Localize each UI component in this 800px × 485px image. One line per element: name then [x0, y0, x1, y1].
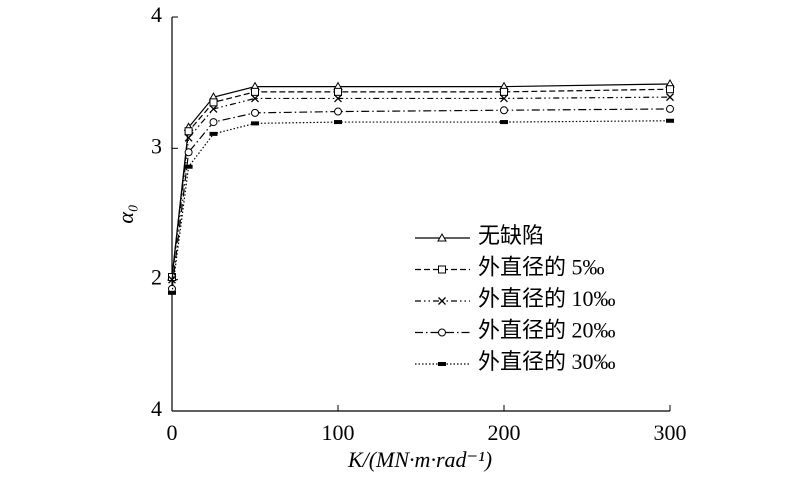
legend-marker: [438, 297, 446, 305]
legend-label: 无缺陷: [478, 223, 544, 248]
marker: [334, 94, 342, 103]
series-line: [171, 88, 671, 278]
marker: [209, 98, 218, 107]
marker: [251, 94, 259, 103]
marker: [666, 93, 674, 102]
marker: [500, 106, 508, 115]
marker: [184, 164, 193, 169]
marker: [251, 121, 259, 126]
legend-marker: [438, 328, 446, 337]
x-tick-label: 0: [167, 420, 178, 445]
y-tick-label: 4: [151, 2, 162, 27]
marker: [500, 120, 508, 125]
marker: [251, 108, 259, 117]
series-line: [171, 83, 671, 278]
marker: [184, 148, 193, 157]
marker: [251, 87, 259, 96]
y-tick-label: 4: [151, 396, 162, 421]
legend-label: 外直径的 30‰: [478, 349, 616, 374]
marker: [209, 104, 218, 113]
y-tick-label: 3: [151, 133, 162, 158]
marker: [209, 118, 218, 127]
y-tick-label: 2: [151, 265, 162, 290]
marker: [334, 107, 342, 116]
y-axis-label: α₀: [113, 204, 138, 223]
marker: [666, 85, 674, 94]
legend-marker: [438, 362, 446, 366]
series-line: [171, 96, 671, 280]
legend-label: 外直径的 5‰: [478, 255, 605, 280]
x-tick-label: 300: [654, 420, 687, 445]
marker: [184, 133, 193, 142]
x-tick-label: 200: [488, 420, 521, 445]
marker: [168, 290, 176, 295]
legend-marker: [437, 232, 447, 242]
marker: [500, 87, 508, 96]
marker: [666, 118, 674, 123]
legend-label: 外直径的 20‰: [478, 318, 616, 343]
marker: [334, 87, 342, 96]
marker: [666, 104, 674, 113]
marker: [334, 120, 342, 125]
x-tick-label: 100: [322, 420, 355, 445]
legend-marker: [438, 265, 446, 274]
marker: [209, 131, 218, 136]
marker: [168, 275, 176, 284]
legend-label: 外直径的 10‰: [478, 286, 616, 311]
marker: [500, 94, 508, 103]
x-axis-label: K/(MN·m·rad⁻¹): [347, 447, 492, 472]
marker: [184, 127, 193, 136]
